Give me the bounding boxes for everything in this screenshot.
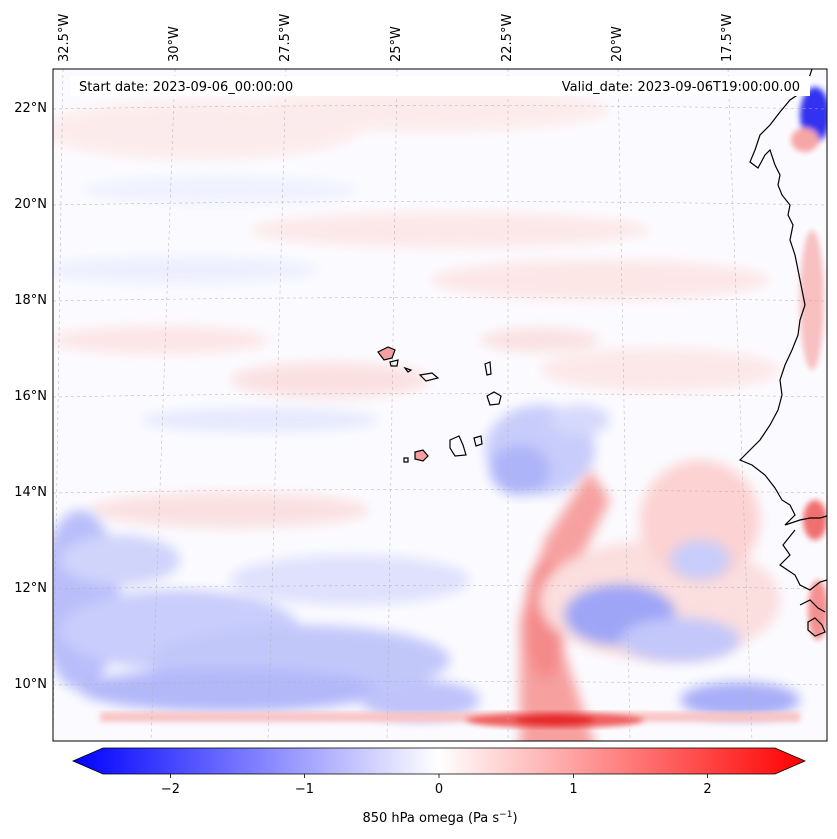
coastline	[738, 69, 827, 637]
lat-tick-label: 12°N	[14, 581, 47, 596]
valid-date-label: Valid_date: 2023-09-06T19:00:00.00	[562, 80, 800, 95]
colorbar-tick-label: 2	[703, 782, 711, 797]
lon-tick-label: 20°W	[610, 26, 625, 62]
longitude-labels: 32.5°W 30°W 27.5°W 25°W 22.5°W 20°W 17.5…	[57, 14, 735, 62]
lon-tick-label: 30°W	[167, 26, 182, 62]
colorbar: −2 −1 0 1 2 850 hPa omega (Pa s−1)	[71, 747, 807, 826]
lat-tick-label: 22°N	[14, 101, 47, 116]
colorbar-label: 850 hPa omega (Pa s−1)	[362, 810, 517, 826]
start-date-label: Start date: 2023-09-06_00:00:00	[79, 80, 293, 95]
lon-tick-label: 17.5°W	[720, 14, 735, 62]
lat-tick-label: 14°N	[14, 485, 47, 500]
colorbar-tick-label: −2	[161, 782, 180, 797]
latitude-labels: 22°N 20°N 18°N 16°N 14°N 12°N 10°N	[14, 101, 47, 692]
colorbar-label-exponent: −1	[499, 810, 512, 820]
colorbar-tick-label: 0	[435, 782, 443, 797]
lat-tick-label: 10°N	[14, 677, 47, 692]
lon-tick-label: 32.5°W	[57, 14, 72, 62]
lat-tick-label: 16°N	[14, 389, 47, 404]
graticule	[53, 69, 827, 741]
lon-tick-label: 25°W	[389, 26, 404, 62]
lat-tick-label: 20°N	[14, 197, 47, 212]
colorbar-tick-label: −1	[295, 782, 314, 797]
colorbar-gradient	[71, 747, 807, 775]
cape-verde-islands	[377, 346, 502, 463]
omega-field	[53, 69, 827, 741]
date-header: Start date: 2023-09-06_00:00:00 Valid_da…	[70, 76, 810, 96]
lon-tick-label: 27.5°W	[278, 14, 293, 62]
lon-tick-label: 22.5°W	[500, 14, 515, 62]
map-panel	[52, 68, 828, 742]
map-frame	[52, 68, 828, 742]
lat-tick-label: 18°N	[14, 293, 47, 308]
colorbar-tick-label: 1	[569, 782, 577, 797]
